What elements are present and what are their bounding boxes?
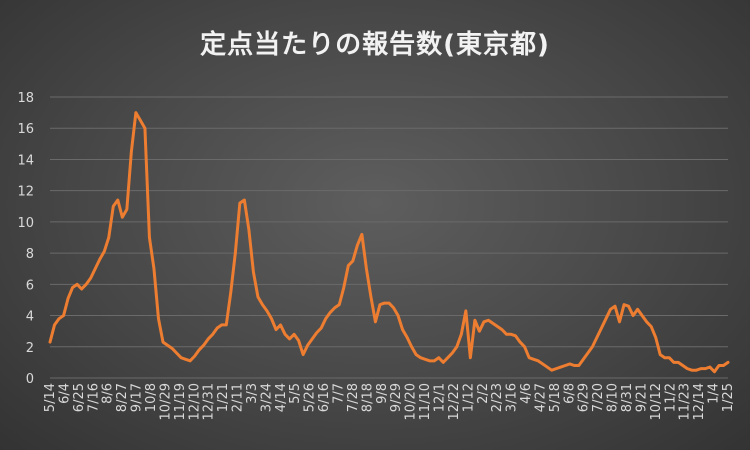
x-tick-label: 3/24 [259,383,274,412]
x-tick-label: 11/19 [173,383,188,420]
x-tick-label: 7/16 [86,383,101,412]
x-tick-label: 5/26 [303,383,318,412]
x-tick-label: 6/16 [317,383,332,412]
y-axis-ticks: 0 2 4 6 8 10 12 14 16 18 [17,91,34,387]
x-tick-label: 8/10 [606,383,621,412]
y-tick-label: 12 [17,185,34,200]
series-line-0 [48,111,730,374]
x-tick-label: 6/8 [562,383,577,404]
x-tick-label: 12/1 [432,383,447,412]
x-tick-label: 1/25 [721,383,736,412]
y-tick-label: 14 [17,153,34,168]
gridlines [50,96,728,379]
y-tick-label: 4 [26,310,34,325]
x-tick-label: 5/5 [288,383,303,404]
chart-title: 定点当たりの報告数(東京都) [200,30,550,60]
y-tick-label: 18 [17,91,34,106]
x-tick-label: 2/2 [476,383,491,404]
x-tick-label: 7/28 [346,383,361,412]
x-tick-label: 10/8 [144,383,159,412]
y-tick-label: 10 [17,216,34,231]
x-tick-label: 8/18 [360,383,375,412]
x-tick-label: 5/18 [548,383,563,412]
x-tick-label: 12/31 [202,383,217,420]
y-tick-label: 16 [17,122,34,137]
x-tick-label: 8/31 [620,383,635,412]
x-tick-label: 11/2 [663,383,678,412]
x-tick-label: 6/4 [57,383,72,404]
x-tick-label: 3/16 [505,383,520,412]
x-tick-label: 11/23 [678,383,693,420]
x-tick-label: 10/29 [158,383,173,420]
x-tick-label: 7/20 [591,383,606,412]
x-tick-label: 9/8 [375,383,390,404]
x-tick-label: 9/17 [130,383,145,412]
x-axis-ticks: 5/14 6/4 6/25 7/16 8/6 8/27 9/17 10/8 10/29 11/19… [43,383,736,420]
x-tick-label: 12/10 [187,383,202,420]
x-tick-label: 6/25 [72,383,87,412]
x-tick-label: 11/10 [418,383,433,420]
x-tick-label: 4/6 [519,383,534,404]
y-tick-label: 2 [26,341,34,356]
y-tick-label: 6 [26,278,34,293]
x-tick-label: 12/22 [447,383,462,420]
x-tick-label: 1/21 [216,383,231,412]
x-tick-label: 1/4 [707,383,722,404]
x-tick-label: 9/21 [634,383,649,412]
x-tick-label: 4/14 [274,383,289,412]
x-tick-label: 10/12 [649,383,664,420]
x-tick-label: 7/7 [332,383,347,404]
x-tick-label: 4/27 [533,383,548,412]
x-tick-label: 8/6 [101,383,116,404]
x-tick-label: 2/11 [231,383,246,412]
x-tick-label: 12/14 [692,383,707,420]
x-tick-label: 1/12 [461,383,476,412]
x-tick-label: 9/29 [389,383,404,412]
x-tick-label: 10/20 [404,383,419,420]
y-tick-label: 8 [26,247,34,262]
x-tick-label: 5/14 [43,383,58,412]
y-tick-label: 0 [26,372,34,387]
x-tick-label: 6/29 [577,383,592,412]
x-tick-label: 2/23 [490,383,505,412]
x-tick-label: 8/27 [115,383,130,412]
x-tick-label: 3/3 [245,383,260,404]
series-layer [48,111,730,374]
